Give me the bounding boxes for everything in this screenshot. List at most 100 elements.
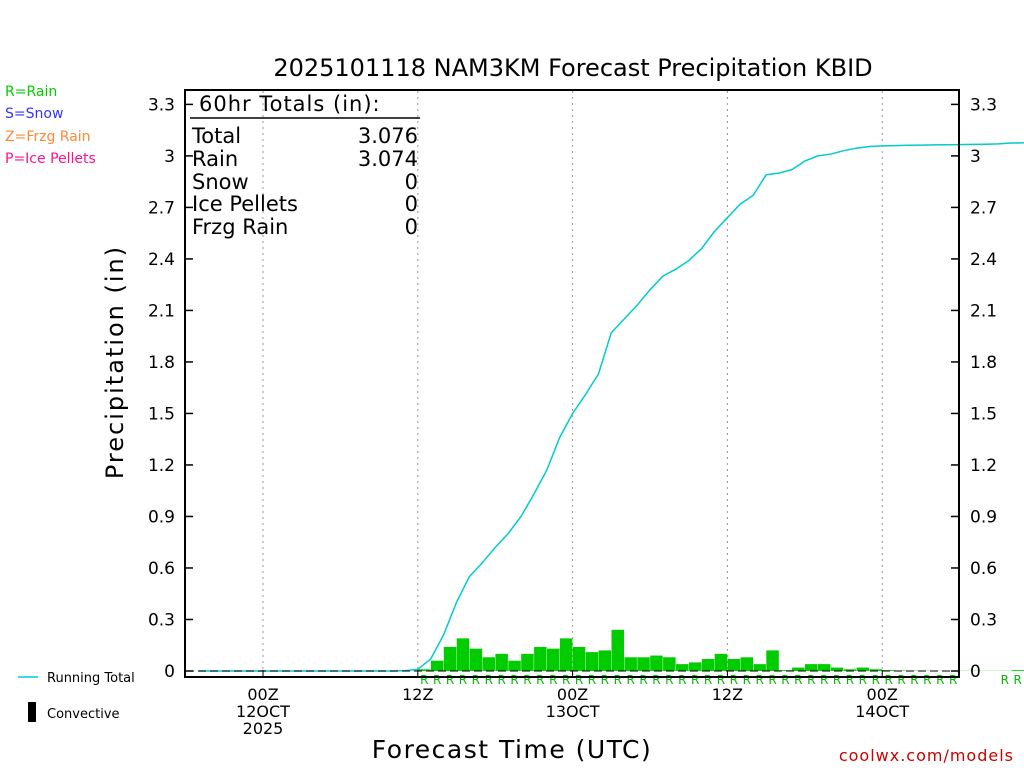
rain-bar — [650, 655, 663, 671]
rain-marker: R — [1001, 673, 1009, 687]
rain-marker: R — [485, 673, 493, 687]
x-tick-label: 13OCT — [546, 702, 600, 721]
rain-bar — [482, 657, 495, 671]
y-tick-label-right: 3.3 — [970, 95, 997, 115]
y-tick-label-right: 2.7 — [970, 198, 997, 218]
plot-frame — [184, 89, 960, 678]
rain-bar — [495, 653, 508, 671]
rain-bar — [624, 657, 637, 671]
convective-legend-swatch — [28, 702, 36, 722]
y-tick-label-right: 0.9 — [970, 507, 997, 527]
rain-marker: R — [781, 673, 789, 687]
rain-bar — [418, 669, 431, 671]
running-total-line — [198, 142, 1024, 672]
x-axis-label: Forecast Time (UTC) — [372, 735, 652, 764]
y-tick-label-right: 1.2 — [970, 456, 997, 476]
x-tick-label: 00Z — [557, 685, 588, 704]
rain-marker: R — [575, 673, 583, 687]
legend-rain: R=Rain — [5, 84, 57, 100]
rain-bar — [830, 667, 844, 671]
rain-marker: R — [936, 673, 944, 687]
totals-header: 60hr Totals (in): — [199, 92, 381, 116]
totals-frzg-rain-label: Frzg Rain — [192, 215, 288, 239]
rain-marker: R — [549, 673, 557, 687]
y-tick-label-right: 3 — [970, 147, 981, 167]
y-tick-label-left: 2.1 — [148, 301, 175, 321]
rain-marker: R — [846, 673, 854, 687]
rain-marker: R — [446, 673, 454, 687]
running-total-group — [198, 142, 1024, 672]
rain-marker: R — [652, 673, 660, 687]
y-axis-ticks: 0 00.3 0.30.6 0.60.9 0.91.2 1.21.5 1.51.8 1.82.… — [148, 95, 997, 682]
rain-bar — [727, 658, 741, 671]
rain-bar — [701, 658, 715, 671]
x-tick-label: 00Z — [247, 685, 278, 704]
rain-bar — [688, 662, 702, 671]
y-tick-label-right: 0.3 — [970, 610, 997, 630]
credit-text: coolwx.com/models — [839, 746, 1014, 765]
totals-total-value: 3.076 — [358, 124, 418, 148]
convective-legend-label: Convective — [47, 707, 120, 722]
rain-bar — [469, 648, 483, 671]
rain-bar — [663, 657, 676, 671]
rain-bar — [547, 648, 560, 671]
y-tick-label-left: 2.7 — [148, 198, 175, 218]
y-tick-label-right: 1.8 — [970, 353, 997, 373]
rain-bar — [856, 667, 870, 671]
y-tick-label-left: 0 — [164, 662, 175, 682]
y-tick-label-left: 0.6 — [148, 559, 175, 579]
chart-title: 2025101118 NAM3KM Forecast Precipitation… — [273, 54, 872, 82]
y-axis-label: Precipitation (in) — [101, 245, 129, 479]
rain-marker: R — [588, 673, 596, 687]
rain-bar — [817, 664, 831, 671]
rain-marker: R — [433, 673, 441, 687]
rain-marker: R — [691, 673, 699, 687]
rain-bar — [559, 638, 573, 671]
legend-ice-pellets: P=Ice Pellets — [5, 151, 96, 167]
rain-marker: R — [859, 673, 867, 687]
rain-bar — [521, 653, 534, 671]
rain-bar — [779, 670, 792, 671]
rain-marker: R — [497, 673, 505, 687]
rain-marker: R — [755, 673, 763, 687]
rain-marker: R — [768, 673, 776, 687]
rain-bar — [869, 669, 882, 671]
rain-bar — [572, 646, 586, 671]
rain-marker: R — [730, 673, 738, 687]
rain-marker: R — [1013, 673, 1021, 687]
rain-marker: R — [884, 673, 892, 687]
rain-marker: R — [639, 673, 647, 687]
y-tick-label-left: 2.4 — [148, 250, 175, 270]
rain-bar — [456, 638, 470, 671]
totals-snow-value: 0 — [405, 170, 418, 194]
rain-marker: R — [743, 673, 751, 687]
rain-marker: R — [678, 673, 686, 687]
y-tick-label-left: 3 — [164, 147, 175, 167]
rain-bar — [740, 657, 753, 671]
gridlines — [262, 91, 883, 676]
totals-snow-label: Snow — [192, 170, 249, 194]
running-total-legend-label: Running Total — [47, 671, 135, 686]
y-tick-label-right: 1.5 — [970, 404, 997, 424]
rain-marker: R — [510, 673, 518, 687]
rain-marker: R — [794, 673, 802, 687]
rain-bar — [753, 664, 766, 671]
rain-bar — [585, 652, 599, 671]
rain-bar — [843, 669, 857, 671]
x-tick-label: 00Z — [867, 685, 898, 704]
rain-marker: R — [472, 673, 480, 687]
rain-marker: R — [626, 673, 634, 687]
totals-frzg-rain-value: 0 — [405, 215, 418, 239]
rain-bar — [508, 660, 521, 671]
rain-bar — [598, 650, 612, 671]
rain-bar — [443, 646, 457, 671]
rain-marker: R — [614, 673, 622, 687]
rain-marker: R — [923, 673, 931, 687]
rain-marker: R — [704, 673, 712, 687]
rain-marker: R — [949, 673, 957, 687]
y-tick-label-left: 0.9 — [148, 507, 175, 527]
rain-marker: R — [872, 673, 880, 687]
rain-bar — [637, 657, 650, 671]
y-tick-label-left: 1.5 — [148, 404, 175, 424]
rain-bar — [1011, 670, 1024, 671]
